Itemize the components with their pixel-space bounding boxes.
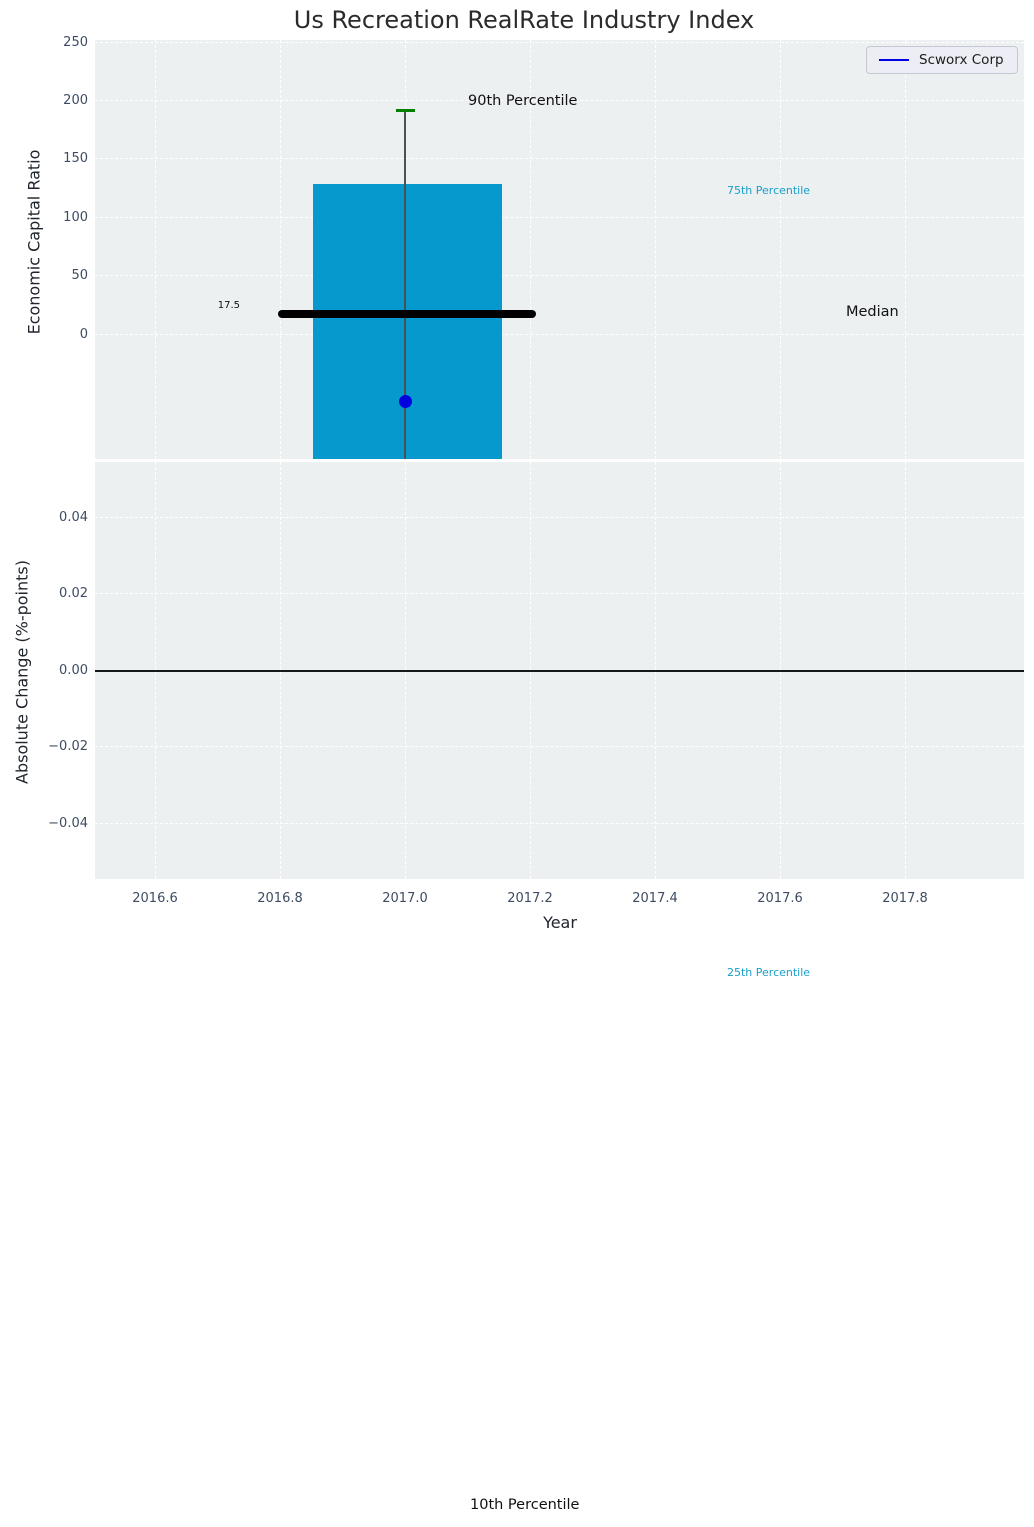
bottom-axes-panel — [95, 462, 1024, 879]
bottom-y-tick-002: 0.02 — [59, 586, 88, 601]
gridline-vertical — [155, 40, 156, 459]
x-tick-2017-4: 2017.4 — [632, 891, 678, 906]
top-y-tick-0: 0 — [79, 327, 88, 342]
gridline-vertical — [905, 40, 906, 459]
top-axes-panel: 90th Percentile 75th Percentile Median 1… — [95, 40, 1024, 459]
gridline-vertical — [780, 40, 781, 459]
x-tick-2016-6: 2016.6 — [132, 891, 178, 906]
p10-annotation: 10th Percentile — [470, 1497, 580, 1513]
chart-title: Us Recreation RealRate Industry Index — [293, 6, 755, 34]
legend-line-sample — [879, 58, 909, 62]
gridline-vertical — [530, 40, 531, 459]
bottom-y-tick-n002: −0.02 — [48, 739, 88, 754]
median-line — [278, 310, 536, 318]
top-y-tick-150: 150 — [63, 151, 88, 166]
gridline-horizontal — [95, 334, 1024, 335]
legend: Scworx Corp — [866, 46, 1018, 74]
top-y-tick-250: 250 — [63, 35, 88, 50]
gridline-horizontal — [95, 217, 1024, 218]
zero-line — [95, 670, 1024, 672]
p25-annotation: 25th Percentile — [727, 966, 811, 979]
bottom-y-tick-n004: −0.04 — [48, 816, 88, 831]
percentile-iqr-box — [313, 184, 502, 459]
x-tick-2017-2: 2017.2 — [507, 891, 553, 906]
top-y-tick-200: 200 — [63, 93, 88, 108]
bottom-y-tick-004: 0.04 — [59, 510, 88, 525]
gridline-horizontal — [95, 100, 1024, 101]
gridline-horizontal — [95, 823, 1024, 824]
top-y-axis-label: Economic Capital Ratio — [24, 149, 44, 335]
x-tick-2017-8: 2017.8 — [882, 891, 928, 906]
gridline-horizontal — [95, 593, 1024, 594]
legend-label: Scworx Corp — [919, 52, 1004, 68]
x-tick-2017-0: 2017.0 — [382, 891, 428, 906]
gridline-horizontal — [95, 275, 1024, 276]
whisker-line — [404, 110, 406, 459]
p75-annotation: 75th Percentile — [727, 184, 811, 197]
gridline-horizontal — [95, 158, 1024, 159]
median-value-label: 17.5 — [217, 300, 240, 311]
p90-whisker-cap — [396, 109, 415, 112]
gridline-vertical — [280, 40, 281, 459]
gridline-horizontal — [95, 42, 1024, 43]
x-tick-2016-8: 2016.8 — [257, 891, 303, 906]
x-tick-2017-6: 2017.6 — [757, 891, 803, 906]
gridline-vertical — [655, 40, 656, 459]
top-y-tick-100: 100 — [63, 210, 88, 225]
company-data-point — [399, 395, 412, 408]
bottom-y-tick-000: 0.00 — [59, 663, 88, 678]
bottom-y-axis-label: Absolute Change (%-points) — [12, 560, 32, 784]
top-y-tick-50: 50 — [71, 268, 88, 283]
median-annotation: Median — [846, 304, 899, 320]
p90-annotation: 90th Percentile — [468, 93, 578, 109]
x-axis-label: Year — [543, 913, 577, 932]
gridline-horizontal — [95, 517, 1024, 518]
gridline-horizontal — [95, 746, 1024, 747]
